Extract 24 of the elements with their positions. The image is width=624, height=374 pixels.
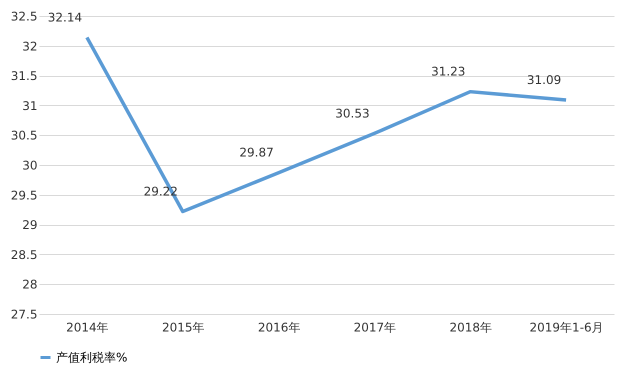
x-tick-label: 2017年: [354, 320, 396, 334]
data-label: 32.14: [48, 10, 82, 24]
x-tick-label: 2018年: [449, 320, 492, 334]
y-tick-label: 29: [22, 218, 38, 232]
x-tick-label: 2015年: [162, 320, 205, 334]
data-label: 30.53: [335, 106, 370, 120]
y-tick-label: 28: [22, 278, 38, 292]
y-tick-label: 32: [22, 39, 38, 54]
y-tick-label: 31: [22, 98, 38, 113]
y-tick-label: 32.5: [10, 10, 38, 24]
data-label: 31.09: [526, 73, 562, 88]
y-tick-label: 31.5: [10, 69, 38, 84]
x-tick-label: 2016年: [258, 320, 300, 334]
y-tick-label: 30.5: [10, 128, 38, 143]
x-tick-label: 2014年: [66, 320, 109, 334]
x-tick-label: 2019年1-6月: [530, 320, 604, 334]
data-label: 29.87: [239, 146, 274, 160]
legend-label: 产值利税率%: [56, 350, 128, 364]
y-tick-label: 29.5: [10, 188, 38, 202]
line-series: [85, 36, 568, 214]
y-tick-label: 27.5: [10, 308, 38, 322]
data-label: 31.23: [431, 64, 466, 79]
y-tick-label: 30: [22, 158, 38, 172]
y-tick-label: 28.5: [10, 248, 38, 262]
